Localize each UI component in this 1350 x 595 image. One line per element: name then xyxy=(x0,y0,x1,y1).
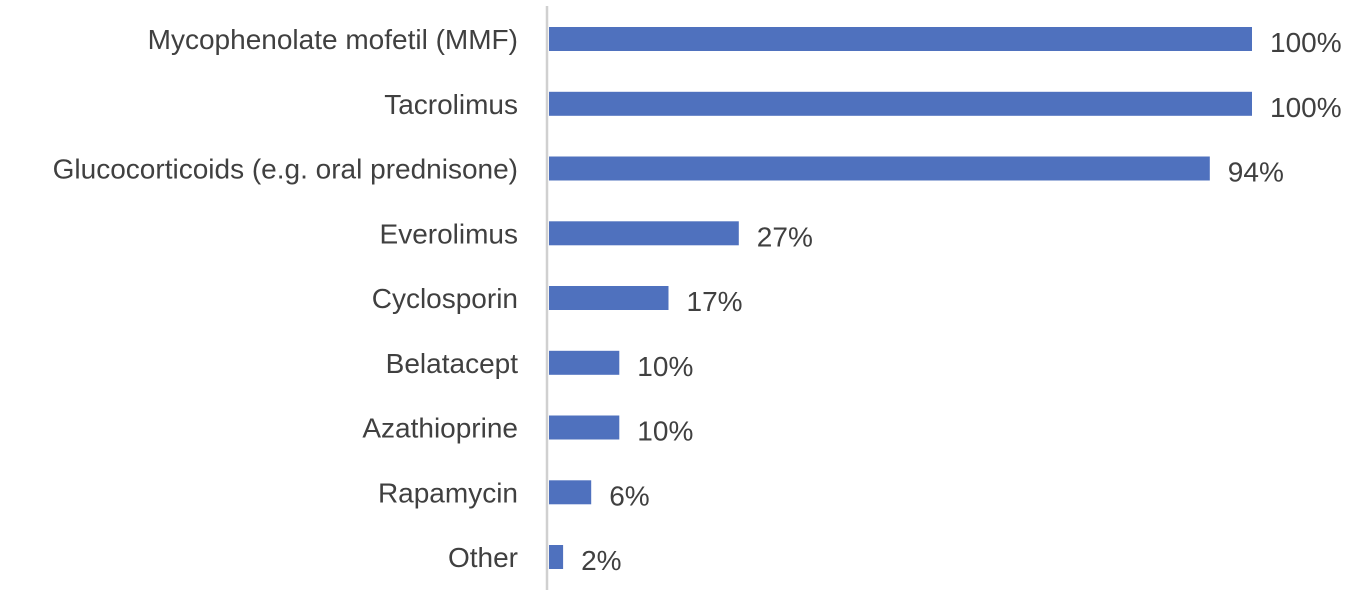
value-label-cyclosporin: 17% xyxy=(687,286,743,317)
category-label-everolimus: Everolimus xyxy=(380,218,518,249)
category-label-rapamycin: Rapamycin xyxy=(378,477,518,508)
value-label-glucocorticoids-e-g-oral-prednisone: 94% xyxy=(1228,157,1284,188)
category-label-mycophenolate-mofetil-mmf: Mycophenolate mofetil (MMF) xyxy=(148,24,518,55)
value-label-belatacept: 10% xyxy=(637,351,693,382)
value-label-mycophenolate-mofetil-mmf: 100% xyxy=(1270,27,1342,58)
category-label-belatacept: Belatacept xyxy=(386,348,519,379)
bar-azathioprine xyxy=(549,415,620,440)
bar-glucocorticoids-e-g-oral-prednisone xyxy=(549,156,1210,181)
value-label-rapamycin: 6% xyxy=(609,480,649,511)
bar-everolimus xyxy=(549,221,739,246)
value-label-azathioprine: 10% xyxy=(637,416,693,447)
category-label-other: Other xyxy=(448,542,518,573)
bar-mycophenolate-mofetil-mmf xyxy=(549,27,1252,51)
bar-cyclosporin xyxy=(549,286,669,310)
value-label-other: 2% xyxy=(581,545,621,576)
bars-group xyxy=(549,27,1252,569)
category-label-tacrolimus: Tacrolimus xyxy=(384,89,518,120)
value-label-everolimus: 27% xyxy=(757,221,813,252)
bar-other xyxy=(549,545,564,569)
value-labels-group: 100% 100% 94% 27% 17% 10% 10% 6% 2% xyxy=(581,27,1342,576)
bar-tacrolimus xyxy=(549,91,1252,116)
bar-rapamycin xyxy=(549,480,592,505)
category-label-azathioprine: Azathioprine xyxy=(362,413,518,444)
category-label-glucocorticoids-e-g-oral-prednisone: Glucocorticoids (e.g. oral prednisone) xyxy=(53,154,518,185)
category-label-cyclosporin: Cyclosporin xyxy=(372,283,518,314)
category-labels-group: Mycophenolate mofetil (MMF) Tacrolimus Glu… xyxy=(53,24,519,573)
bar-belatacept xyxy=(549,350,620,375)
value-label-tacrolimus: 100% xyxy=(1270,92,1342,123)
